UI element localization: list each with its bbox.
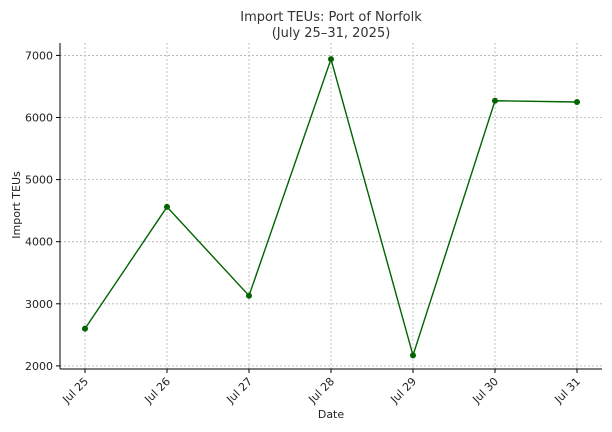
x-tick-label: Jul 26: [141, 375, 173, 407]
x-tick-label: Jul 31: [551, 375, 583, 407]
data-point: [164, 203, 170, 210]
data-point: [246, 292, 252, 299]
chart-title: Import TEUs: Port of Norfolk: [240, 10, 422, 25]
chart-subtitle: (July 25–31, 2025): [272, 26, 391, 41]
x-axis-label: Date: [318, 408, 345, 421]
series-layer: [82, 56, 580, 359]
data-point: [574, 98, 580, 105]
data-point: [410, 352, 416, 359]
y-tick-label: 6000: [25, 112, 53, 125]
data-point: [82, 325, 88, 332]
x-tick-label: Jul 28: [305, 375, 337, 407]
y-tick-label: 7000: [25, 49, 53, 62]
data-point: [328, 56, 334, 63]
y-tick-label: 5000: [25, 174, 53, 187]
y-tick-label: 3000: [25, 298, 53, 311]
ticks: Jul 25 Jul 26 Jul 27 Jul 28 Jul 29 Jul 30 Jul …: [25, 49, 583, 406]
data-point: [492, 97, 498, 104]
x-tick-label: Jul 27: [223, 375, 255, 407]
x-tick-label: Jul 30: [469, 375, 501, 407]
x-tick-label: Jul 25: [59, 375, 91, 407]
x-tick-label: Jul 29: [387, 375, 419, 407]
y-tick-label: 4000: [25, 236, 53, 249]
grid: [60, 43, 602, 369]
y-tick-label: 2000: [25, 360, 53, 373]
y-axis-label: Import TEUs: [10, 171, 23, 239]
